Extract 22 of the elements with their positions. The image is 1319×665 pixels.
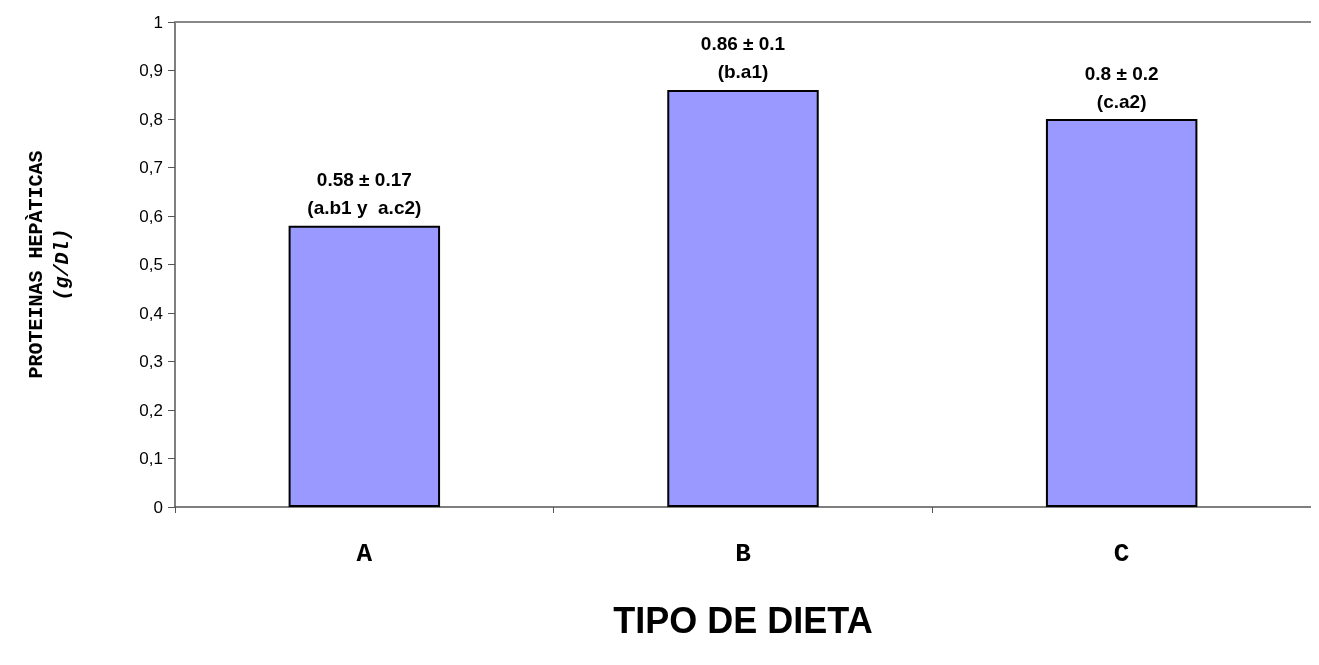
data-label: 0.86 ± 0.1 (b.a1): [700, 33, 786, 83]
x-tick-label: B: [735, 539, 752, 569]
x-tick-label: C: [1113, 539, 1130, 569]
y-axis-title: PROTEINAS HEPÀTICAS (g/Dl): [24, 150, 74, 379]
x-axis-title: TIPO DE DIETA: [613, 599, 873, 641]
y-tick-label: 0: [153, 497, 163, 517]
y-tick-label: 0,4: [139, 303, 163, 323]
y-tick-label: 1: [153, 12, 163, 32]
y-tick-label: 0,9: [139, 61, 163, 80]
y-tick-label: 0,8: [139, 109, 163, 129]
bar: [288, 225, 441, 507]
bar: [667, 89, 819, 507]
bar: [1045, 119, 1198, 507]
y-tick-label: 0,7: [139, 158, 163, 177]
y-tick-label: 0,3: [139, 352, 163, 371]
x-tick-label: A: [356, 539, 373, 569]
y-tick-label: 0,5: [139, 255, 163, 274]
y-tick-label: 0,6: [139, 206, 163, 226]
y-tick-label: 0,1: [139, 449, 163, 468]
data-label: 0.8 ± 0.2 (c.a2): [1084, 62, 1159, 112]
y-tick-label: 0,2: [139, 400, 163, 420]
data-label: 0.58 ± 0.17 (a.b1 y a.c2): [307, 169, 422, 219]
